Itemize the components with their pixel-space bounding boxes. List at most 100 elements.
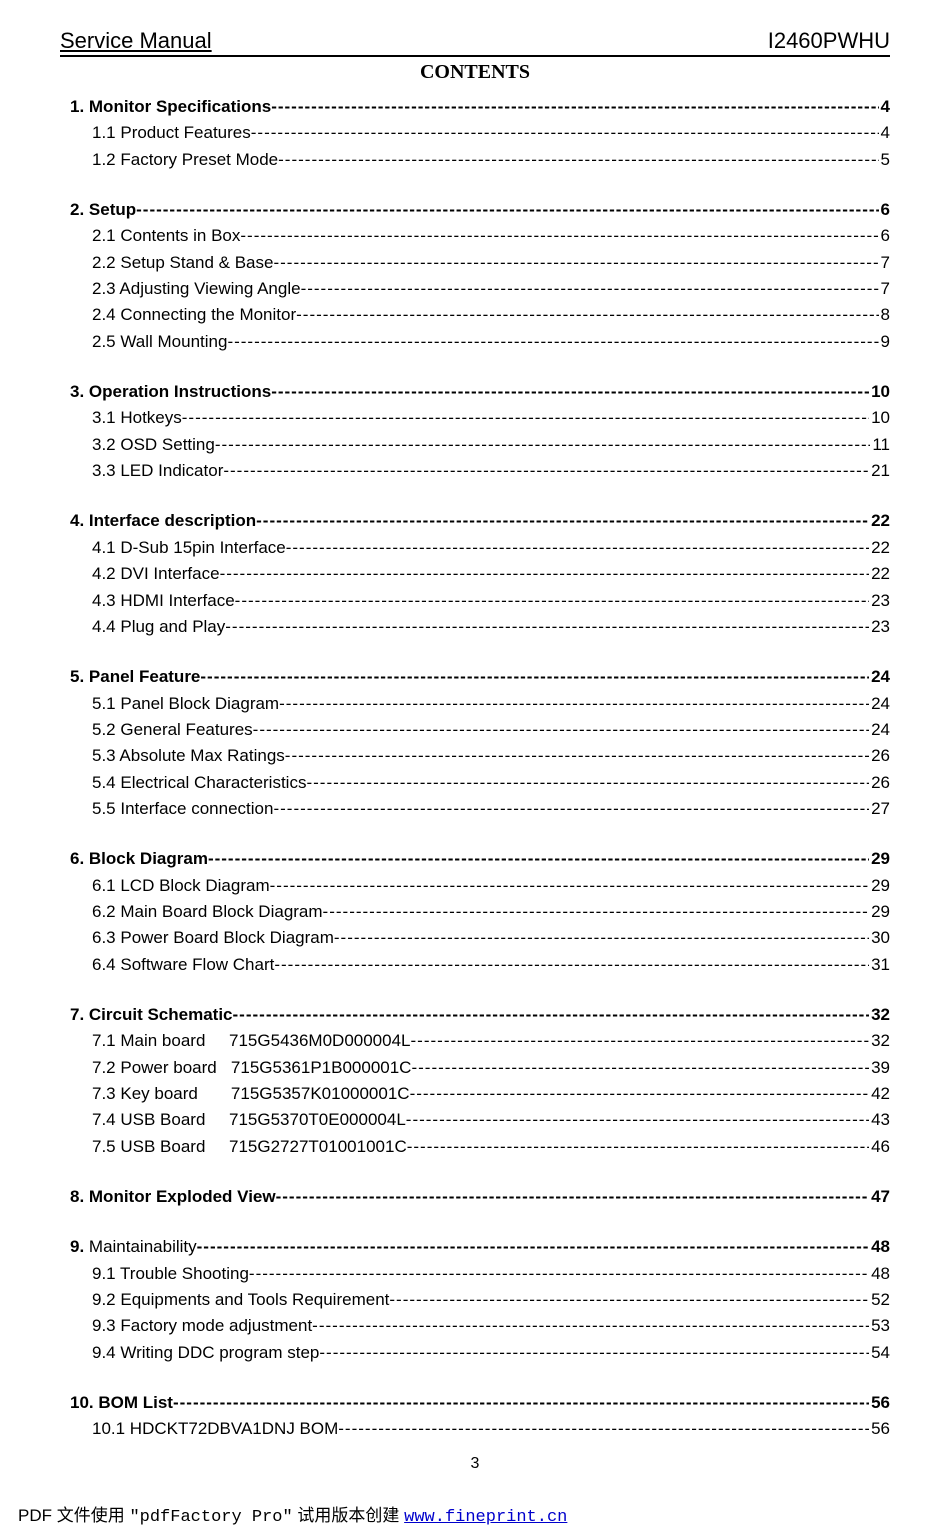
- toc-heading: 6. Block Diagram29: [70, 846, 890, 872]
- toc-item: 3.2 OSD Setting 11: [92, 432, 890, 458]
- toc-heading: 2. Setup 6: [70, 197, 890, 223]
- toc-item-label: 2.2 Setup Stand & Base: [92, 250, 273, 276]
- toc-item-label: 5.3 Absolute Max Ratings: [92, 743, 285, 769]
- table-of-contents: 1. Monitor Specifications41.1 Product Fe…: [60, 94, 890, 1443]
- toc-item-label: 1.2 Factory Preset Mode: [92, 147, 278, 173]
- toc-item-page: 8: [879, 302, 890, 328]
- toc-item-label: 4.1 D-Sub 15pin Interface: [92, 535, 286, 561]
- toc-item: 5.2 General Features24: [92, 717, 890, 743]
- toc-heading-page: 6: [879, 197, 890, 223]
- toc-section: 1. Monitor Specifications41.1 Product Fe…: [60, 94, 890, 173]
- toc-item-page: 31: [869, 952, 890, 978]
- toc-item-label: 7.1 Main board 715G5436M0D000004L: [92, 1028, 411, 1054]
- toc-item-label: 2.1 Contents in Box: [92, 223, 240, 249]
- toc-item: 6.1 LCD Block Diagram29: [92, 873, 890, 899]
- toc-heading-label: 7. Circuit Schematic: [70, 1002, 233, 1028]
- toc-item-page: 22: [869, 535, 890, 561]
- page-header: Service Manual I2460PWHU: [60, 28, 890, 57]
- toc-item-label: 6.2 Main Board Block Diagram: [92, 899, 323, 925]
- toc-item-label: 10.1 HDCKT72DBVA1DNJ BOM: [92, 1416, 338, 1442]
- toc-item-page: 21: [869, 458, 890, 484]
- toc-item-page: 54: [869, 1340, 890, 1366]
- toc-item: 3.3 LED Indicator21: [92, 458, 890, 484]
- toc-leader: [273, 796, 869, 822]
- toc-leader: [223, 458, 869, 484]
- toc-item-label: 5.5 Interface connection: [92, 796, 273, 822]
- toc-item: 2.4 Connecting the Monitor 8: [92, 302, 890, 328]
- toc-leader: [306, 770, 869, 796]
- toc-leader: [285, 743, 869, 769]
- toc-item-page: 24: [869, 691, 890, 717]
- toc-item-label: 2.3 Adjusting Viewing Angle: [92, 276, 301, 302]
- toc-item-label: 7.4 USB Board 715G5370T0E000004L: [92, 1107, 406, 1133]
- toc-item-label: 9.1 Trouble Shooting: [92, 1261, 249, 1287]
- toc-section: 7. Circuit Schematic 327.1 Main board 71…: [60, 1002, 890, 1160]
- toc-item: 1.2 Factory Preset Mode 5: [92, 147, 890, 173]
- toc-heading: 9. Maintainability48: [70, 1234, 890, 1260]
- toc-item-page: 29: [869, 873, 890, 899]
- toc-heading-label: 2. Setup: [70, 197, 136, 223]
- toc-item-label: 7.3 Key board 715G5357K01000001C: [92, 1081, 410, 1107]
- toc-heading: 10. BOM List 56: [70, 1390, 890, 1416]
- toc-item: 9.1 Trouble Shooting 48: [92, 1261, 890, 1287]
- toc-item-page: 7: [879, 250, 890, 276]
- header-left: Service Manual: [60, 28, 212, 54]
- toc-item-page: 6: [879, 223, 890, 249]
- toc-item: 7.4 USB Board 715G5370T0E000004L43: [92, 1107, 890, 1133]
- toc-item: 4.1 D-Sub 15pin Interface 22: [92, 535, 890, 561]
- toc-leader: [301, 276, 879, 302]
- toc-item-label: 5.4 Electrical Characteristics: [92, 770, 306, 796]
- toc-leader: [273, 250, 878, 276]
- toc-section: 4. Interface description 224.1 D-Sub 15p…: [60, 508, 890, 640]
- toc-item: 2.1 Contents in Box 6: [92, 223, 890, 249]
- toc-item-page: 30: [869, 925, 890, 951]
- toc-leader: [251, 120, 879, 146]
- toc-item-label: 5.2 General Features: [92, 717, 253, 743]
- toc-leader: [338, 1416, 869, 1442]
- toc-item: 9.4 Writing DDC program step 54: [92, 1340, 890, 1366]
- toc-leader: [233, 1002, 870, 1028]
- toc-leader: [240, 223, 878, 249]
- toc-leader: [279, 691, 869, 717]
- toc-item: 5.5 Interface connection 27: [92, 796, 890, 822]
- toc-item-page: 53: [869, 1313, 890, 1339]
- toc-leader: [173, 1390, 869, 1416]
- toc-leader: [225, 614, 869, 640]
- toc-item-page: 32: [869, 1028, 890, 1054]
- toc-leader: [319, 1340, 869, 1366]
- toc-leader: [276, 1184, 869, 1210]
- toc-item-page: 26: [869, 743, 890, 769]
- footer-prefix: PDF 文件使用: [18, 1506, 129, 1525]
- toc-item-label: 9.4 Writing DDC program step: [92, 1340, 319, 1366]
- footer-link[interactable]: www.fineprint.cn: [404, 1508, 567, 1527]
- toc-item-page: 29: [869, 899, 890, 925]
- toc-heading-label: 4. Interface description: [70, 508, 256, 534]
- toc-section: 10. BOM List 5610.1 HDCKT72DBVA1DNJ BOM …: [60, 1390, 890, 1443]
- toc-item-page: 39: [869, 1055, 890, 1081]
- toc-leader: [286, 535, 869, 561]
- toc-heading-page: 29: [869, 846, 890, 872]
- toc-leader: [271, 379, 869, 405]
- toc-item-label: 4.2 DVI Interface: [92, 561, 220, 587]
- page-number: 3: [60, 1455, 890, 1473]
- page-container: Service Manual I2460PWHU CONTENTS 1. Mon…: [0, 0, 950, 1493]
- toc-leader: [278, 147, 878, 173]
- toc-leader: [406, 1107, 869, 1133]
- toc-heading-label: 9. Maintainability: [70, 1234, 197, 1260]
- toc-item: 2.3 Adjusting Viewing Angle7: [92, 276, 890, 302]
- toc-item: 10.1 HDCKT72DBVA1DNJ BOM 56: [92, 1416, 890, 1442]
- toc-item-page: 9: [879, 329, 890, 355]
- toc-heading: 8. Monitor Exploded View47: [70, 1184, 890, 1210]
- toc-item-label: 3.1 Hotkeys: [92, 405, 182, 431]
- toc-item-label: 6.3 Power Board Block Diagram: [92, 925, 334, 951]
- toc-heading: 7. Circuit Schematic 32: [70, 1002, 890, 1028]
- toc-item-label: 7.5 USB Board 715G2727T01001001C: [92, 1134, 407, 1160]
- toc-item-label: 4.3 HDMI Interface: [92, 588, 235, 614]
- toc-heading-page: 4: [879, 94, 890, 120]
- toc-item-page: 4: [879, 120, 890, 146]
- toc-heading-page: 47: [869, 1184, 890, 1210]
- pdf-footer: PDF 文件使用 "pdfFactory Pro" 试用版本创建 www.fin…: [0, 1493, 950, 1537]
- toc-item-label: 2.4 Connecting the Monitor: [92, 302, 296, 328]
- toc-section: 8. Monitor Exploded View47: [60, 1184, 890, 1210]
- toc-leader: [411, 1028, 870, 1054]
